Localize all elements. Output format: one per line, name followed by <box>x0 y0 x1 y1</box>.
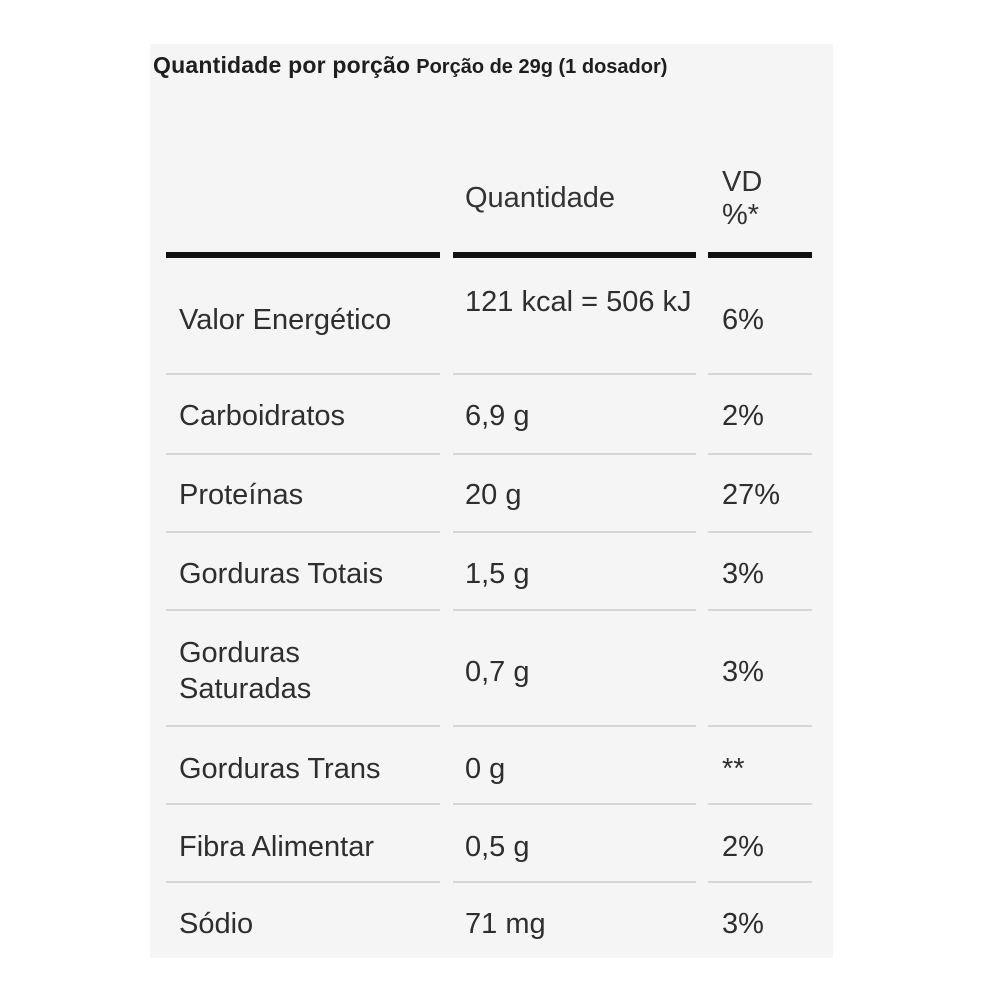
row-divider <box>708 881 812 883</box>
nutrient-dv: 3% <box>722 558 764 590</box>
row-divider <box>708 725 812 727</box>
nutrient-dv: 2% <box>722 831 764 863</box>
row-divider <box>166 609 440 611</box>
nutrition-heading: Quantidade por porção Porção de 29g (1 do… <box>153 52 667 79</box>
nutrient-name: Valor Energético <box>179 304 392 336</box>
nutrition-panel <box>150 44 833 958</box>
nutrient-amount: 6,9 g <box>465 400 530 432</box>
nutrient-dv: 27% <box>722 479 781 511</box>
nutrient-amount: 71 mg <box>465 908 546 940</box>
row-divider <box>453 881 696 883</box>
nutrient-amount: 20 g <box>465 479 522 511</box>
nutrient-amount: 0,5 g <box>465 831 530 863</box>
column-header-quantity: Quantidade <box>465 182 615 214</box>
column-header-dv: VD %* <box>722 166 763 231</box>
row-divider <box>708 373 812 375</box>
nutrient-name: Sódio <box>179 908 254 940</box>
nutrient-amount: 121 kcal = 506 kJ <box>465 286 692 318</box>
row-divider <box>708 453 812 455</box>
row-divider <box>453 725 696 727</box>
nutrient-dv: 6% <box>722 304 764 336</box>
row-divider <box>166 531 440 533</box>
nutrient-dv: 2% <box>722 400 764 432</box>
row-divider <box>453 609 696 611</box>
nutrient-name: Gorduras Trans <box>179 753 381 785</box>
nutrient-name: Gorduras Totais <box>179 558 384 590</box>
row-divider <box>453 531 696 533</box>
nutrient-dv: 3% <box>722 908 764 940</box>
heading-serving: Porção de 29g (1 dosador) <box>416 56 668 78</box>
nutrient-dv: 3% <box>722 656 764 688</box>
row-divider <box>453 453 696 455</box>
row-divider <box>708 803 812 805</box>
row-divider <box>453 373 696 375</box>
nutrient-amount: 0,7 g <box>465 656 530 688</box>
row-divider <box>166 881 440 883</box>
nutrient-name: Proteínas <box>179 479 304 511</box>
header-rule-dv <box>708 252 812 258</box>
nutrient-name: Gorduras Saturadas <box>179 637 312 705</box>
nutrient-name: Carboidratos <box>179 400 346 432</box>
row-divider <box>453 803 696 805</box>
row-divider <box>166 453 440 455</box>
row-divider <box>166 373 440 375</box>
row-divider <box>708 531 812 533</box>
nutrient-amount: 1,5 g <box>465 558 530 590</box>
nutrient-dv: ** <box>722 753 745 785</box>
heading-title: Quantidade por porção <box>153 52 411 78</box>
header-rule-quantity <box>453 252 696 258</box>
header-rule-nutrient <box>166 252 440 258</box>
row-divider <box>166 725 440 727</box>
row-divider <box>166 803 440 805</box>
nutrient-amount: 0 g <box>465 753 506 785</box>
row-divider <box>708 609 812 611</box>
nutrient-name: Fibra Alimentar <box>179 831 375 863</box>
